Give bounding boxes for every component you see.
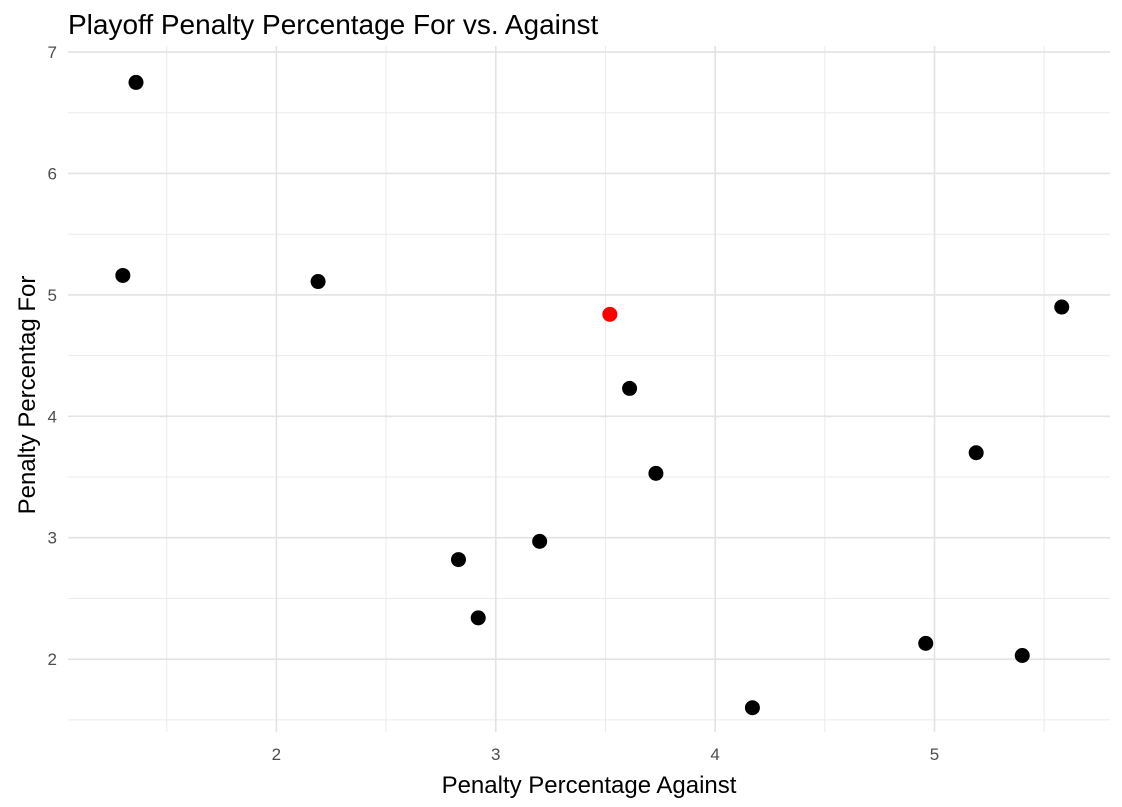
- x-tick-label: 3: [491, 745, 500, 764]
- data-point: [450, 552, 466, 568]
- data-point: [918, 635, 934, 651]
- grid-lines: [68, 46, 1110, 732]
- data-point: [968, 445, 984, 461]
- data-point: [115, 267, 131, 283]
- data-point: [532, 533, 548, 549]
- x-axis-title: Penalty Percentage Against: [442, 772, 737, 799]
- y-tick-label: 5: [48, 286, 57, 305]
- y-axis-title: Penalty Percentag For: [14, 276, 41, 515]
- y-tick-label: 4: [48, 407, 57, 426]
- y-tick-label: 7: [48, 43, 57, 62]
- data-point: [1054, 299, 1070, 315]
- data-point: [648, 465, 664, 481]
- data-point: [128, 74, 144, 90]
- x-tick-label: 2: [272, 745, 281, 764]
- data-points: [115, 74, 1070, 716]
- y-tick-label: 2: [48, 650, 57, 669]
- data-point: [310, 274, 326, 290]
- data-point: [622, 380, 638, 396]
- y-tick-label: 3: [48, 529, 57, 548]
- chart-title: Playoff Penalty Percentage For vs. Again…: [68, 9, 599, 40]
- data-point: [602, 306, 618, 322]
- data-point: [744, 700, 760, 716]
- x-tick-label: 4: [710, 745, 719, 764]
- x-axis-tick-labels: 2 3 4 5: [272, 745, 940, 764]
- data-point: [1014, 648, 1030, 664]
- x-tick-label: 5: [930, 745, 939, 764]
- y-tick-label: 6: [48, 164, 57, 183]
- data-point: [470, 610, 486, 626]
- y-axis-tick-labels: 2 3 4 5 6 7: [48, 43, 57, 669]
